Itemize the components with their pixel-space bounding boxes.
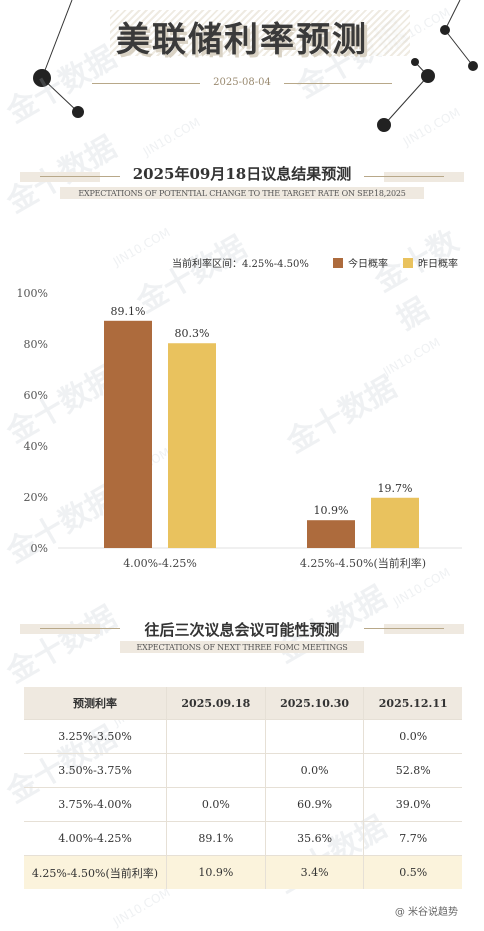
table-cell: 7.7% bbox=[363, 821, 462, 856]
table-cell: 3.75%-4.00% bbox=[24, 787, 167, 822]
legend-label-yesterday: 昨日概率 bbox=[418, 257, 458, 270]
table-row: 4.00%-4.25% 89.1% 35.6% 7.7% bbox=[24, 821, 462, 856]
column-header: 预测利率 bbox=[24, 687, 167, 720]
watermark-text: 金十数据 bbox=[1, 599, 123, 691]
table-cell: 3.25%-3.50% bbox=[24, 719, 167, 754]
page-title: 美联储利率预测 bbox=[116, 20, 368, 60]
table-row: 3.75%-4.00% 0.0% 60.9% 39.0% bbox=[24, 787, 462, 822]
y-tick-label: 80% bbox=[24, 338, 48, 351]
title-background bbox=[110, 10, 410, 56]
table-cell: 60.9% bbox=[264, 787, 364, 822]
bar-yesterday bbox=[168, 343, 216, 548]
table-cell bbox=[264, 719, 364, 754]
y-tick-label: 100% bbox=[17, 287, 48, 300]
section-line-right bbox=[364, 176, 444, 177]
bar-today bbox=[104, 320, 152, 548]
bar-value-label: 10.9% bbox=[314, 504, 349, 517]
table-cell: 0.0% bbox=[363, 719, 462, 754]
y-tick-label: 20% bbox=[24, 491, 48, 504]
column-header: 2025.09.18 bbox=[166, 687, 266, 720]
probability-bar-chart: 当前利率区间：4.25%-4.50% 今日概率 昨日概率 0% 20% 40% 60%… bbox=[17, 257, 462, 570]
table-cell: 4.00%-4.25% bbox=[24, 821, 167, 856]
header-decoration bbox=[33, 0, 478, 132]
table-cell: 35.6% bbox=[264, 821, 364, 856]
table-cell: 0.0% bbox=[166, 787, 266, 822]
x-category-label: 4.25%-4.50%(当前利率) bbox=[300, 556, 426, 570]
y-tick-label: 0% bbox=[31, 542, 48, 555]
section-band-left bbox=[20, 624, 100, 634]
table-cell: 52.8% bbox=[363, 753, 462, 788]
table-cell: 3.4% bbox=[264, 855, 364, 889]
x-category-label: 4.00%-4.25% bbox=[123, 557, 197, 570]
table-cell: 89.1% bbox=[166, 821, 266, 856]
section-line-left bbox=[40, 628, 120, 629]
y-tick-label: 40% bbox=[24, 440, 48, 453]
section-line-right bbox=[364, 628, 444, 629]
section-subtitle: EXPECTATIONS OF NEXT THREE FOMC MEETINGS bbox=[136, 643, 348, 652]
section-title: 往后三次议息会议可能性预测 bbox=[144, 621, 340, 639]
column-header: 2025.10.30 bbox=[264, 687, 364, 720]
legend-swatch-today bbox=[333, 258, 343, 268]
table-cell: 3.50%-3.75% bbox=[24, 753, 167, 788]
y-tick-label: 60% bbox=[24, 389, 48, 402]
bar-value-label: 89.1% bbox=[111, 305, 146, 318]
section-band-right bbox=[384, 624, 464, 634]
table-cell: 0.0% bbox=[264, 753, 364, 788]
section-subtitle-band bbox=[60, 187, 424, 199]
table-row: 3.25%-3.50% 0.0% bbox=[24, 719, 462, 754]
watermark-url: JIN10.COM bbox=[110, 885, 173, 929]
section-subtitle-band bbox=[120, 641, 364, 653]
table-cell: 4.25%-4.50%(当前利率) bbox=[24, 855, 167, 889]
table-header-row: 预测利率 2025.09.18 2025.10.30 2025.12.11 bbox=[24, 687, 462, 720]
table-cell: 10.9% bbox=[166, 855, 266, 889]
bar-today bbox=[307, 520, 355, 548]
forecast-table: 预测利率 2025.09.18 2025.10.30 2025.12.11 3.… bbox=[24, 687, 462, 889]
legend-swatch-yesterday bbox=[403, 258, 413, 268]
section-subtitle: EXPECTATIONS OF POTENTIAL CHANGE TO THE … bbox=[78, 189, 406, 198]
source-credit: @ 米谷说趋势 bbox=[394, 907, 458, 918]
table-row-current-rate: 4.25%-4.50%(当前利率) 10.9% 3.4% 0.5% bbox=[24, 855, 462, 889]
section-line-left bbox=[40, 176, 120, 177]
table-cell: 39.0% bbox=[363, 787, 462, 822]
section-title: 2025年09月18日议息结果预测 bbox=[132, 165, 352, 183]
section-band-left bbox=[20, 172, 100, 182]
date-divider-right bbox=[284, 83, 392, 84]
bar-yesterday bbox=[371, 497, 419, 548]
table-row: 3.50%-3.75% 0.0% 52.8% bbox=[24, 753, 462, 788]
date-divider-left bbox=[92, 83, 200, 84]
bar-value-label: 19.7% bbox=[378, 482, 413, 495]
table-cell bbox=[166, 719, 266, 754]
table-cell: 0.5% bbox=[363, 855, 462, 889]
report-date: 2025-08-04 bbox=[213, 77, 271, 88]
legend-label-today: 今日概率 bbox=[348, 257, 388, 270]
current-rate-note: 当前利率区间：4.25%-4.50% bbox=[172, 257, 309, 270]
table-cell bbox=[166, 753, 266, 788]
section-band-right bbox=[384, 172, 464, 182]
column-header: 2025.12.11 bbox=[363, 687, 462, 720]
bar-value-label: 80.3% bbox=[175, 327, 210, 340]
